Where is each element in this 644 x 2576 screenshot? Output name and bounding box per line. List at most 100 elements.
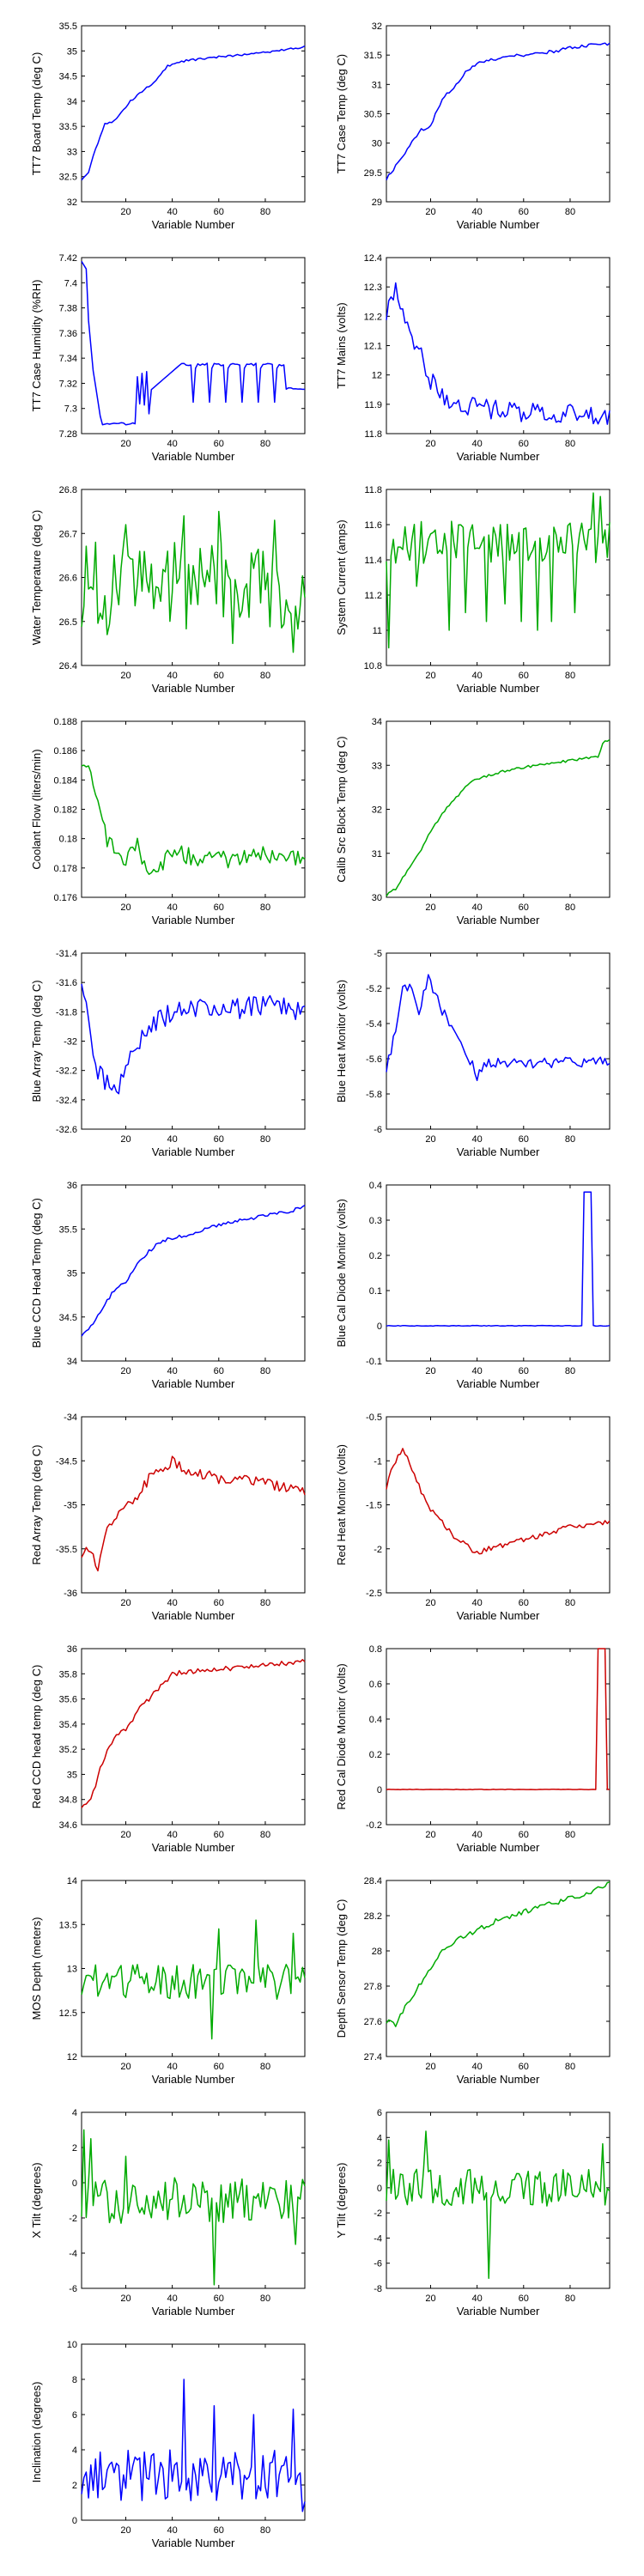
x-tick-label: 60 (214, 1830, 224, 1840)
y-tick-label: 34.5 (59, 72, 77, 82)
x-axis-label: Variable Number (457, 218, 540, 231)
y-tick-label: -2 (374, 2208, 382, 2219)
y-tick-label: 11.8 (364, 429, 382, 440)
y-axis-label: System Current (amps) (335, 519, 348, 635)
y-tick-label: 30 (372, 139, 382, 149)
y-tick-label: 27.6 (364, 2017, 382, 2027)
y-tick-label: 34.8 (59, 1795, 77, 1806)
y-tick-label: 0 (72, 2178, 77, 2189)
y-tick-label: 30 (372, 893, 382, 903)
x-axis-label: Variable Number (457, 1377, 540, 1390)
x-axis-label: Variable Number (457, 1841, 540, 1854)
y-tick-label: 6 (377, 2108, 382, 2118)
plot-frame (386, 1416, 611, 1594)
y-tick-label: 32 (372, 805, 382, 816)
subplot: 20 40 60 80 34 34.5 35 35.5 36 Variable Number Blu… (30, 1181, 306, 1390)
y-tick-label: 0.184 (53, 775, 77, 786)
x-tick-label: 20 (425, 671, 435, 681)
subplot: 20 40 60 80 -6 -4 -2 0 2 4 Variable Number X Tilt (… (30, 2108, 306, 2318)
x-axis-label: Variable Number (152, 914, 235, 927)
y-tick-label: 7.32 (59, 379, 77, 389)
x-tick-label: 80 (260, 2293, 270, 2304)
y-tick-label: 0.188 (53, 717, 77, 727)
y-tick-label: 11 (373, 626, 382, 636)
series-line (386, 492, 611, 649)
y-tick-label: 11.2 (364, 591, 382, 601)
x-tick-label: 40 (167, 207, 178, 217)
y-tick-label: -5 (374, 949, 382, 959)
y-tick-label: -5.6 (366, 1054, 382, 1065)
x-tick-label: 40 (167, 902, 178, 913)
x-tick-label: 40 (167, 1830, 178, 1840)
y-tick-label: -2 (69, 2214, 77, 2224)
y-tick-label: 32 (372, 21, 382, 32)
y-tick-label: 36 (67, 1644, 77, 1655)
x-tick-label: 20 (120, 2293, 131, 2304)
y-tick-label: 7.42 (59, 253, 77, 264)
y-tick-label: -1 (374, 1456, 382, 1467)
x-tick-label: 60 (519, 671, 529, 681)
plot-frame (81, 1416, 306, 1594)
x-tick-label: 80 (565, 1598, 575, 1608)
series-line (386, 1881, 611, 2027)
x-axis-label: Variable Number (457, 682, 540, 695)
y-tick-label: -35 (64, 1501, 77, 1511)
x-tick-label: 80 (565, 1830, 575, 1840)
subplot: 20 40 60 80 -6 -5.8 -5.6 -5.4 -5.2 -5 Variable Num… (335, 949, 611, 1158)
y-tick-label: 2 (72, 2143, 77, 2154)
plot-frame (386, 25, 611, 203)
x-axis-label: Variable Number (457, 1609, 540, 1622)
x-tick-label: 20 (120, 439, 131, 449)
y-axis-label: Water Temperature (deg C) (30, 510, 43, 646)
y-axis-label: Depth Sensor Temp (deg C) (335, 1899, 348, 2038)
y-tick-label: -6 (374, 2259, 382, 2269)
y-axis-label: X Tilt (degrees) (30, 2162, 43, 2238)
x-tick-label: 20 (425, 207, 435, 217)
y-tick-label: 11.4 (364, 556, 382, 566)
y-tick-label: 31 (372, 80, 382, 90)
x-tick-label: 40 (167, 439, 178, 449)
y-tick-label: 0 (377, 1785, 382, 1795)
y-axis-label: Red Cal Diode Monitor (volts) (335, 1663, 348, 1810)
x-tick-label: 60 (519, 207, 529, 217)
x-tick-label: 60 (519, 2293, 529, 2304)
x-tick-label: 60 (214, 1366, 224, 1376)
y-tick-label: 0.6 (369, 1680, 382, 1690)
series-line (386, 1648, 611, 1790)
subplot: 20 40 60 80 0.176 0.178 0.18 0.182 0.184 0.186 0.1… (30, 717, 306, 927)
y-axis-label: Blue Heat Monitor (volts) (335, 980, 348, 1103)
y-tick-label: -36 (64, 1589, 77, 1599)
plot-frame (386, 720, 611, 898)
subplot: 20 40 60 80 10.8 11 11.2 11.4 11.6 11.8 Variable N… (335, 485, 611, 695)
series-line (386, 1191, 611, 1327)
y-tick-label: 35.6 (59, 1695, 77, 1705)
x-axis-label: Variable Number (152, 218, 235, 231)
y-tick-label: 26.7 (59, 529, 77, 539)
y-tick-label: 35 (67, 1269, 77, 1279)
x-tick-label: 80 (565, 439, 575, 449)
x-tick-label: 20 (425, 2293, 435, 2304)
subplot: 20 40 60 80 32 32.5 33 33.5 34 34.5 35 35.5 Variable… (30, 21, 306, 231)
x-tick-label: 80 (260, 1598, 270, 1608)
plot-frame (386, 257, 611, 434)
y-tick-label: 30.5 (364, 110, 382, 120)
y-tick-label: 10.8 (364, 661, 382, 671)
y-tick-label: 0.1 (369, 1286, 382, 1297)
plot-frame (81, 720, 306, 898)
x-tick-label: 20 (120, 902, 131, 913)
x-tick-label: 60 (519, 1598, 529, 1608)
y-tick-label: 28.4 (364, 1876, 382, 1886)
y-tick-label: -32.2 (56, 1066, 77, 1077)
x-tick-label: 40 (472, 671, 483, 681)
x-tick-label: 60 (214, 1598, 224, 1608)
y-tick-label: 34 (372, 717, 382, 727)
series-line (81, 1659, 306, 1808)
y-axis-label: MOS Depth (meters) (30, 1917, 43, 2020)
y-tick-label: 33.5 (59, 122, 77, 132)
x-tick-label: 60 (214, 671, 224, 681)
series-line (81, 1204, 306, 1337)
y-tick-label: 4 (72, 2108, 77, 2118)
y-tick-label: 0 (377, 1321, 382, 1332)
y-axis-label: Coolant Flow (liters/min) (30, 749, 43, 869)
x-axis-label: Variable Number (152, 450, 235, 463)
